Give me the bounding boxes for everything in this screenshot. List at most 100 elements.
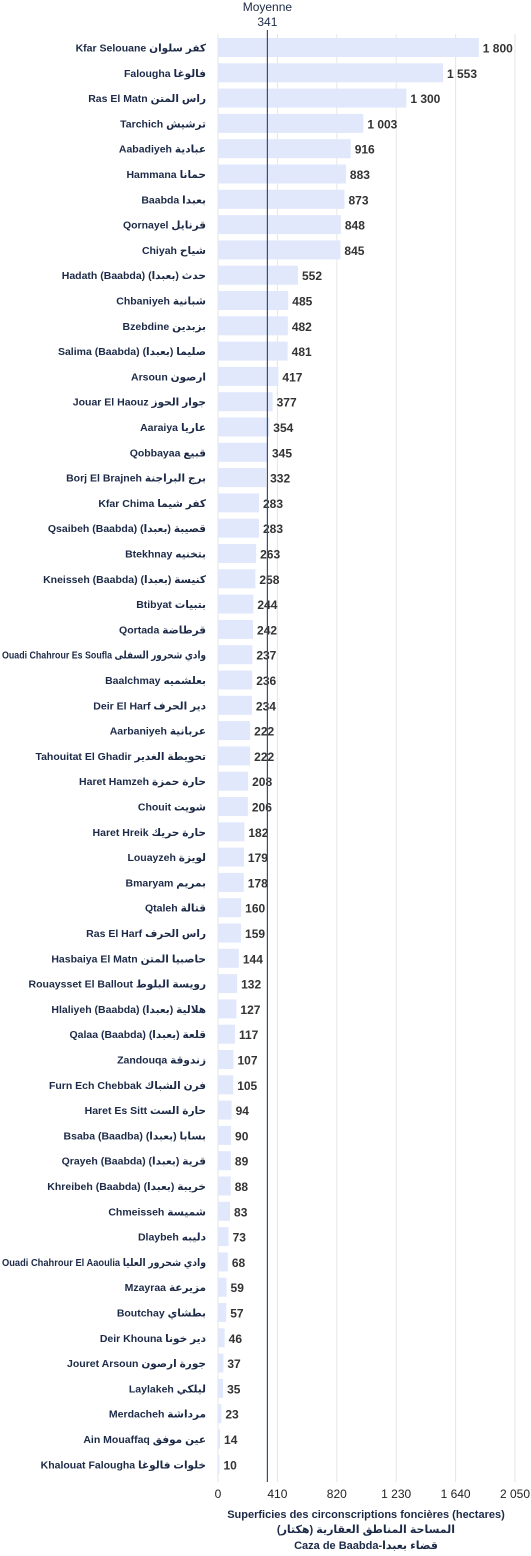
bar — [218, 316, 288, 336]
bar — [218, 544, 257, 563]
value-label: 482 — [292, 320, 312, 334]
bar — [218, 240, 341, 260]
bar — [218, 518, 260, 538]
bar — [218, 822, 245, 842]
bar — [218, 974, 238, 994]
value-label: 345 — [272, 446, 292, 460]
value-label: 208 — [252, 775, 272, 789]
category-label: Salima (Baabda) صليما (بعبدا) — [58, 346, 206, 358]
category-label: Qobbayaa قبيع — [130, 447, 206, 459]
category-label: Furn Ech Chebbak فرن الشباك — [49, 1080, 206, 1092]
bar — [218, 1277, 227, 1297]
bar — [218, 1227, 229, 1247]
value-label: 1 800 — [483, 42, 513, 56]
category-label: Louayzeh لويزة — [127, 852, 206, 864]
bar — [218, 1429, 221, 1449]
value-label: 35 — [227, 1382, 241, 1396]
category-label: Ouadi Chahrour Es Soufla وادي شحرور السف… — [2, 650, 206, 662]
bar — [218, 569, 256, 589]
x-tick-label: 0 — [215, 1487, 222, 1501]
value-label: 552 — [302, 269, 322, 283]
value-label: 144 — [243, 952, 263, 966]
bar — [218, 366, 279, 386]
bar — [218, 1378, 224, 1398]
bar — [218, 923, 242, 943]
category-label: Ras El Matn راس المتن — [88, 93, 206, 105]
bar — [218, 898, 242, 918]
value-label: 873 — [348, 193, 368, 207]
category-label: Haret Es Sitt حارة الست — [85, 1105, 206, 1117]
category-label: Qortada قرطاضة — [119, 624, 206, 636]
value-label: 88 — [235, 1180, 249, 1194]
x-tick-label: 1 640 — [441, 1487, 471, 1501]
value-label: 236 — [256, 674, 276, 688]
bar — [218, 63, 443, 83]
bar — [218, 645, 253, 665]
value-label: 377 — [277, 396, 297, 410]
category-label: Merdacheh مرداشة — [109, 1409, 206, 1421]
bar — [218, 695, 252, 715]
value-label: 23 — [225, 1408, 239, 1422]
value-label: 68 — [232, 1256, 246, 1270]
category-label: Ras El Harf راس الحرف — [86, 928, 206, 940]
value-label: 222 — [254, 725, 274, 739]
mean-label: Moyenne — [243, 0, 293, 14]
bar — [218, 771, 249, 791]
value-label: 417 — [282, 370, 302, 384]
bar — [218, 113, 364, 133]
value-label: 59 — [231, 1281, 245, 1295]
category-label: Kfar Selouane كفر سلوان — [76, 43, 207, 55]
x-tick-label: 1 230 — [381, 1487, 411, 1501]
category-label: Chmeisseh شميسة — [108, 1206, 206, 1218]
value-label: 848 — [345, 219, 365, 233]
value-label: 46 — [229, 1332, 243, 1346]
bar — [218, 1050, 234, 1069]
value-label: 179 — [248, 851, 268, 865]
category-label: Chouit شويت — [138, 802, 206, 814]
category-label: Zandouqa زندوقة — [117, 1055, 206, 1067]
bar — [218, 164, 346, 184]
bar — [218, 999, 237, 1019]
bar — [218, 265, 298, 285]
category-label: Ouadi Chahrour El Aaoulia وادي شحرور الع… — [2, 1257, 206, 1269]
category-label: Mzayraa مزيرعة — [125, 1282, 206, 1294]
value-label: 83 — [234, 1205, 248, 1219]
bar — [218, 1353, 224, 1373]
bar — [218, 468, 267, 488]
bar — [218, 1404, 222, 1424]
x-tick-label: 410 — [267, 1487, 287, 1501]
value-label: 90 — [235, 1129, 249, 1143]
value-label: 105 — [237, 1079, 257, 1093]
value-label: 237 — [256, 649, 276, 663]
value-label: 89 — [235, 1155, 249, 1169]
category-label: Haret Hreik حارة حريك — [93, 827, 206, 839]
category-label: Tahouitat El Ghadir تحويطة الغدير — [35, 751, 206, 763]
category-label: Baabda بعبدا — [141, 194, 206, 206]
bar — [218, 847, 244, 867]
bar — [218, 1176, 231, 1196]
value-label: 845 — [344, 244, 364, 258]
bar — [218, 417, 270, 437]
value-label: 354 — [273, 421, 293, 435]
bar — [218, 215, 341, 235]
bar — [218, 1125, 232, 1145]
value-label: 485 — [292, 295, 312, 309]
bar — [218, 88, 407, 108]
value-label: 94 — [236, 1104, 250, 1118]
x-tick-label: 2 050 — [500, 1487, 530, 1501]
bar — [218, 1252, 228, 1272]
bar — [218, 38, 479, 57]
value-label: 206 — [252, 801, 272, 815]
bar — [218, 341, 288, 361]
value-label: 222 — [254, 750, 274, 764]
mean-value: 341 — [257, 15, 277, 29]
category-label: Qtaleh قتالة — [145, 903, 206, 915]
category-label: Kneisseh (Baabda) كنيسة (بعبدا) — [43, 574, 207, 586]
category-label: Borj El Brajneh برج البراجنة — [66, 473, 206, 485]
category-label: Hasbaiya El Matn حاصبيا المتن — [51, 953, 206, 965]
bar — [218, 1328, 225, 1348]
value-label: 107 — [238, 1054, 258, 1068]
category-label: Rouaysset El Ballout رويسة البلوط — [29, 979, 206, 991]
value-label: 117 — [239, 1028, 259, 1042]
